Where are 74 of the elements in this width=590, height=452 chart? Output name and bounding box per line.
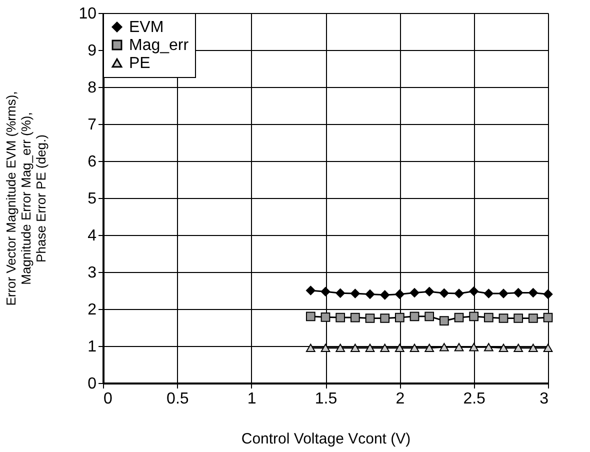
y-tick-label: 6 [88, 154, 97, 170]
y-axis-title: Error Vector Magnitude EVM (%rms), Magnitude Error Mag_err (%), Phase Error PE (deg.) [4, 91, 49, 306]
point [394, 344, 404, 352]
point [424, 312, 434, 322]
point [365, 344, 375, 352]
point [365, 290, 375, 299]
point [543, 344, 553, 352]
y-tick-label: 10 [78, 6, 97, 22]
point [439, 288, 449, 298]
legend-label: PE [129, 55, 150, 72]
point [306, 344, 316, 352]
point [514, 314, 524, 323]
point [410, 288, 420, 298]
point [336, 312, 346, 322]
y-tick-label: 2 [88, 302, 97, 318]
point [394, 312, 404, 322]
point [410, 344, 420, 352]
point [454, 312, 464, 322]
y-tick-label: 5 [88, 190, 97, 208]
point [350, 344, 360, 352]
point [498, 314, 508, 323]
point [336, 288, 346, 298]
y-tick-label: 7 [88, 116, 97, 134]
point [380, 344, 390, 352]
x-tick-label: 1 [247, 390, 256, 408]
point [394, 290, 404, 299]
point [469, 286, 479, 296]
x-tick-label: 2.5 [463, 390, 486, 408]
point [336, 344, 346, 352]
x-tick-label: 3 [540, 390, 549, 408]
point [320, 344, 330, 352]
point [424, 344, 434, 352]
point [350, 312, 360, 322]
point [320, 286, 330, 296]
point [350, 288, 360, 298]
y-tick-label: 9 [88, 42, 97, 60]
point [454, 342, 464, 352]
point [439, 342, 449, 352]
y-tick-label: 8 [88, 80, 97, 96]
point [484, 342, 494, 352]
y-tick-label: 4 [88, 228, 97, 244]
point [528, 344, 538, 352]
x-tick-label: 2 [396, 390, 405, 408]
point [543, 312, 553, 322]
point [528, 314, 538, 323]
point [469, 312, 479, 322]
point [498, 344, 508, 352]
point [380, 314, 390, 323]
point [484, 312, 494, 322]
point [528, 288, 538, 298]
point [320, 312, 330, 322]
y-tick-label: 1 [88, 338, 97, 356]
point [514, 288, 524, 298]
point [424, 286, 434, 296]
x-axis-title: Control Voltage Vcont (V) [241, 430, 411, 448]
y-tick-label: 3 [88, 264, 97, 282]
point [306, 312, 316, 322]
x-tick-label: 0 [104, 390, 112, 408]
legend-label: EVM [129, 19, 164, 36]
point [543, 290, 553, 299]
point [514, 344, 524, 352]
point [365, 314, 375, 323]
x-tick-label: 0.5 [166, 390, 189, 408]
y-tick-label: 0 [88, 376, 97, 392]
point [454, 288, 464, 298]
point [439, 316, 449, 326]
point [380, 290, 390, 300]
x-tick-label: 1.5 [314, 390, 338, 408]
point [469, 342, 479, 352]
point [498, 288, 508, 298]
point [484, 288, 494, 298]
point [306, 286, 316, 296]
legend-label: Mag_err [129, 37, 190, 54]
point [410, 312, 420, 322]
